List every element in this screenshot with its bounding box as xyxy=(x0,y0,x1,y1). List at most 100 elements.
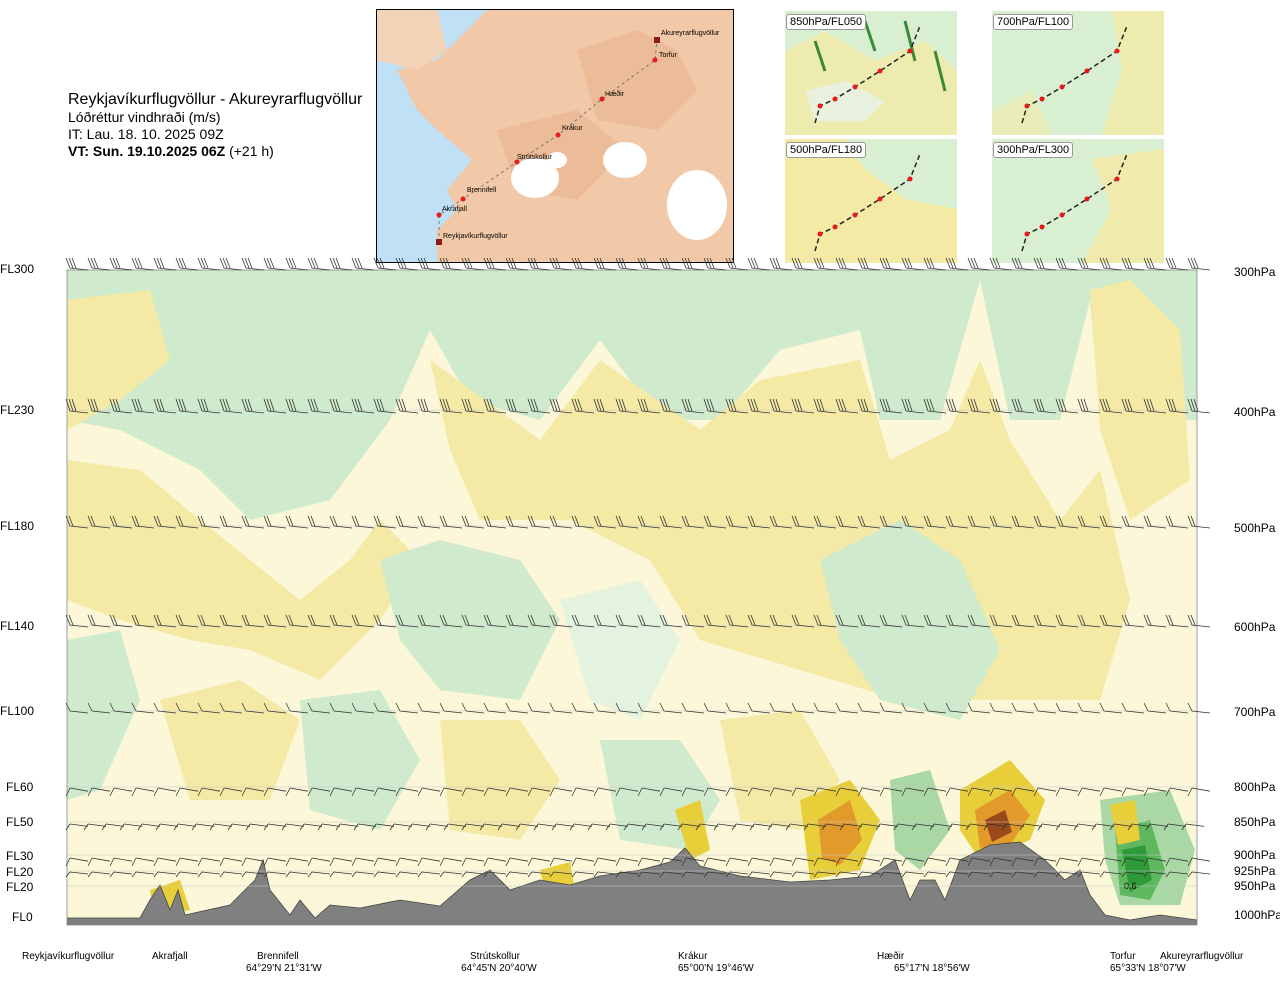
wind-barb-shaft xyxy=(707,525,727,529)
wind-barb-flag xyxy=(1033,787,1039,797)
wind-barb-flag xyxy=(1165,787,1171,797)
wind-barb-shaft xyxy=(883,857,903,862)
wind-barb-flag xyxy=(989,398,995,412)
wind-barb-flag xyxy=(709,398,715,412)
wind-barb-flag xyxy=(948,257,954,269)
thumbnail-700hpa[interactable]: 700hPa/FL100 xyxy=(992,11,1164,135)
route-map[interactable]: Akureyrarflugvöllur Torfur Hæðir Krákur … xyxy=(376,9,734,263)
wind-barb-shaft xyxy=(69,857,89,862)
wind-barb-flag xyxy=(398,257,404,269)
wind-barb-flag xyxy=(313,257,319,269)
wind-barb-shaft xyxy=(465,857,485,862)
wind-barb-flag xyxy=(461,515,467,527)
wind-barb-flag xyxy=(879,515,885,527)
wind-barb-flag xyxy=(681,515,687,527)
thumbnail-850hpa[interactable]: 850hPa/FL050 xyxy=(785,11,957,135)
wind-barb-shaft xyxy=(773,410,793,414)
wind-barb-shaft xyxy=(311,525,331,529)
wind-barb-flag xyxy=(1055,702,1061,712)
wind-barb-shaft xyxy=(1015,787,1035,792)
wind-barb-flag xyxy=(1061,398,1067,412)
wind-barb-flag xyxy=(461,823,467,831)
wind-barb-flag xyxy=(442,515,448,527)
wind-barb-flag xyxy=(351,702,357,712)
wind-barb-flag xyxy=(351,515,357,527)
wind-barb-shaft xyxy=(213,823,233,827)
wind-barb-flag xyxy=(533,398,539,412)
wind-barb-shaft xyxy=(421,871,441,875)
wind-barb-shaft xyxy=(641,410,661,414)
wind-barb-flag xyxy=(772,515,778,527)
wind-barb-flag xyxy=(417,398,423,412)
wind-barb-flag xyxy=(967,857,973,867)
wind-barb-flag xyxy=(483,398,489,412)
wind-barb-shaft xyxy=(969,823,989,827)
wind-barb-flag xyxy=(615,787,621,797)
wind-barb-shaft xyxy=(1149,823,1169,827)
wind-barb-flag xyxy=(467,398,473,412)
wind-barb-shaft xyxy=(465,823,485,827)
wind-barb-shaft xyxy=(553,410,573,414)
wind-barb-flag xyxy=(637,614,643,626)
level-right-900: 900hPa xyxy=(1234,848,1276,862)
wind-barb-shaft xyxy=(157,710,177,714)
wind-barb-flag xyxy=(750,515,756,527)
wind-barb-flag xyxy=(508,515,514,527)
wind-barb-shaft xyxy=(245,410,265,414)
wind-barb-shaft xyxy=(377,857,397,862)
wind-barb-flag xyxy=(285,787,291,797)
wind-barb-shaft xyxy=(641,871,661,875)
wind-barb-shaft xyxy=(619,857,639,862)
wind-barb-shaft xyxy=(1059,525,1079,529)
wind-barb-flag xyxy=(995,398,1001,412)
wind-barb-flag xyxy=(263,871,269,878)
wind-barb-flag xyxy=(615,398,621,412)
wind-barb-flag xyxy=(1124,515,1130,527)
wind-barb-flag xyxy=(879,398,885,412)
wind-barb-flag xyxy=(973,398,979,412)
wind-barb-shaft xyxy=(879,823,899,827)
wind-barb-flag xyxy=(241,787,247,797)
wind-barb-flag xyxy=(329,857,335,867)
wind-barb-flag xyxy=(992,398,998,412)
wind-barb-flag xyxy=(713,823,719,831)
wind-barb-flag xyxy=(225,257,231,269)
wind-barb-flag xyxy=(1014,257,1020,269)
wind-barb-shaft xyxy=(1059,871,1079,875)
wind-barb-flag xyxy=(181,398,187,412)
wind-barb-flag xyxy=(593,871,599,878)
thumbnail-300hpa[interactable]: 300hPa/FL300 xyxy=(992,139,1164,263)
wind-barb-flag xyxy=(530,515,536,527)
wind-barb-flag xyxy=(904,614,910,626)
wind-barb-shaft xyxy=(751,267,771,271)
wind-barb-flag xyxy=(159,257,165,269)
wind-barb-shaft xyxy=(141,823,161,827)
wind-barb-flag xyxy=(926,398,932,412)
wind-barb-flag xyxy=(885,398,891,412)
wind-barb-flag xyxy=(1105,257,1111,269)
wind-barb-shaft xyxy=(245,710,265,714)
wind-barb-flag xyxy=(841,257,847,269)
wind-barb-shaft xyxy=(949,871,969,875)
wind-barb-flag xyxy=(901,257,907,269)
wind-barb-flag xyxy=(395,702,401,712)
wind-barb-shaft xyxy=(1081,624,1101,628)
map-label-reykjavik: Reykjavíkurflugvöllur xyxy=(443,233,508,240)
wind-barb-flag xyxy=(307,515,313,527)
wind-barb-flag xyxy=(794,257,800,269)
wind-barb-flag xyxy=(593,257,599,269)
wind-barb-shaft xyxy=(267,857,287,862)
wind-barb-flag xyxy=(835,614,841,626)
wind-barb-flag xyxy=(1127,257,1133,269)
wind-barb-shaft xyxy=(839,710,859,714)
wind-barb-shaft xyxy=(91,525,111,529)
wind-barb-flag xyxy=(945,257,951,269)
wind-barb-flag xyxy=(1143,515,1149,527)
wind-barb-flag xyxy=(443,823,449,831)
wind-barb-flag xyxy=(731,823,737,831)
wind-barb-flag xyxy=(857,702,863,712)
wind-barb-flag xyxy=(791,614,797,626)
valid-time: VT: Sun. 19.10.2025 06Z (+21 h) xyxy=(68,143,362,160)
thumbnail-500hpa[interactable]: 500hPa/FL180 xyxy=(785,139,957,263)
wind-barb-flag xyxy=(1033,702,1039,712)
